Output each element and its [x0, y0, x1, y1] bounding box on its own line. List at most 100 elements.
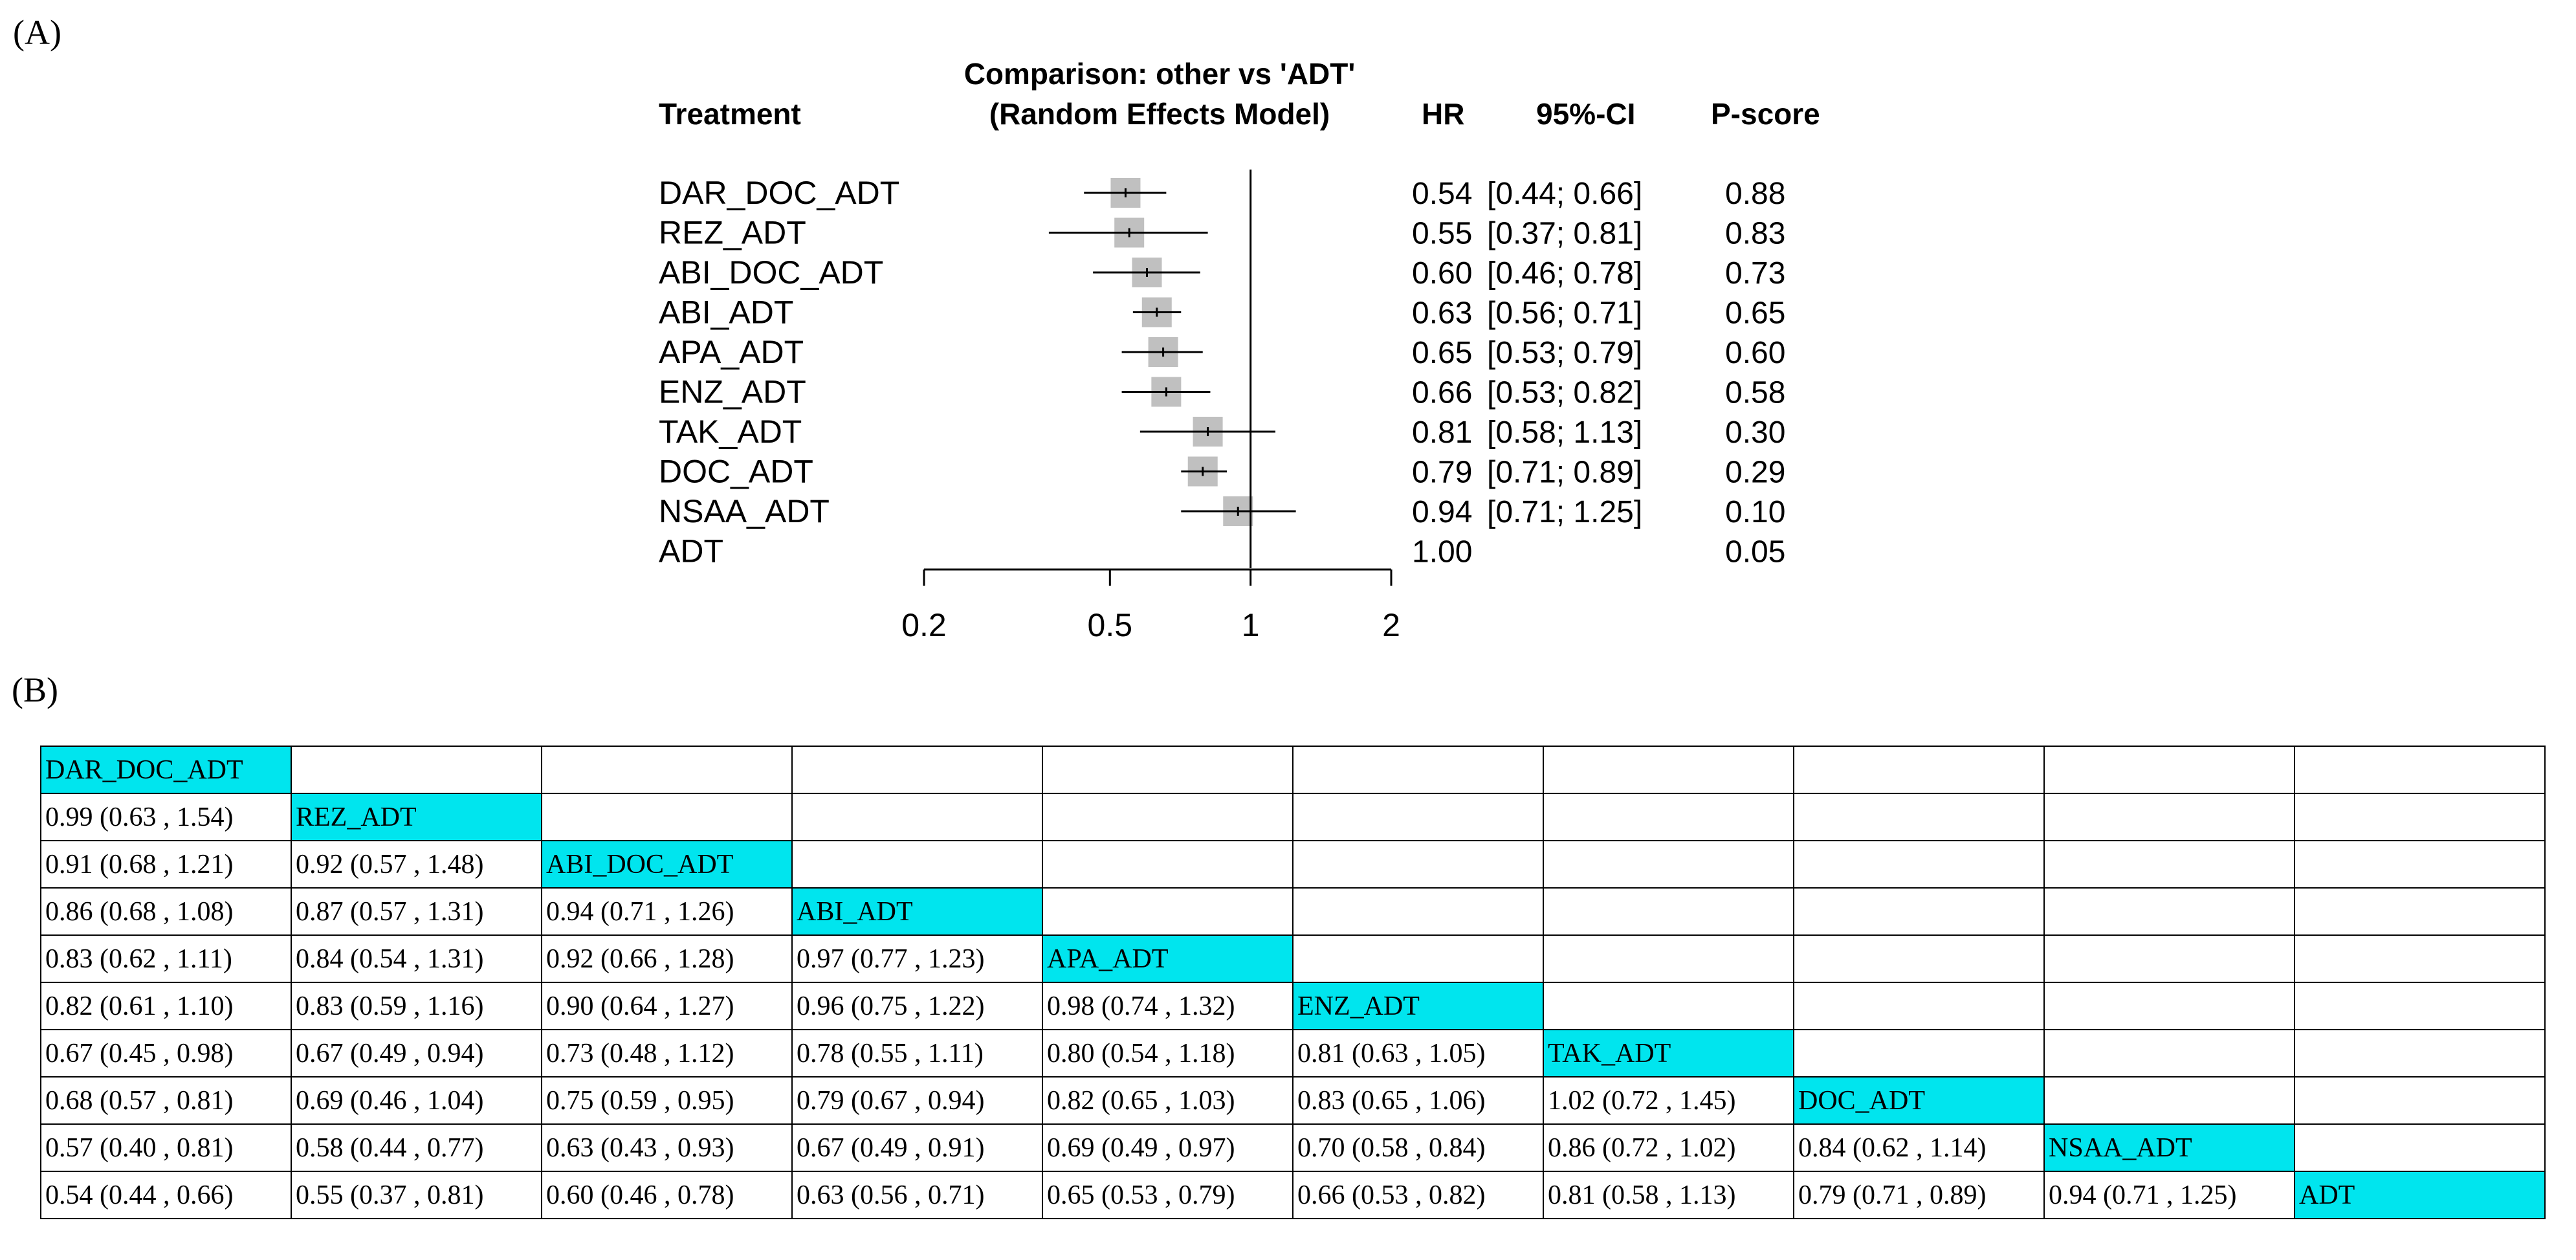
league-cell	[791, 840, 1043, 889]
forest-row: ENZ_ADT 0.66 [0.53; 0.82] 0.58	[659, 374, 1785, 410]
league-cell: 0.67 (0.49 , 0.94)	[291, 1029, 542, 1078]
league-treatment-cell: TAK_ADT	[1543, 1029, 1794, 1078]
treatment-label: ABI_DOC_ADT	[659, 254, 883, 291]
league-cell	[1292, 887, 1544, 936]
league-cell: 0.67 (0.49 , 0.91)	[791, 1123, 1043, 1172]
league-row: 0.57 (0.40 , 0.81) 0.58 (0.44 , 0.77) 0.63…	[40, 1123, 2546, 1172]
league-cell: 0.55 (0.37 , 0.81)	[291, 1171, 542, 1219]
forest-row: ABI_DOC_ADT 0.60 [0.46; 0.78] 0.73	[659, 254, 1785, 291]
forest-rows: DAR_DOC_ADT 0.54 [0.44; 0.66] 0.88 REZ_ADT 0.…	[659, 175, 1785, 569]
league-row: 0.83 (0.62 , 1.11) 0.84 (0.54 , 1.31) 0.92…	[40, 934, 2546, 983]
treatment-label: NSAA_ADT	[659, 493, 830, 529]
pscore-value: 0.65	[1725, 296, 1785, 331]
league-cell	[291, 746, 542, 794]
league-cell	[1543, 840, 1794, 889]
ci-value: [0.56; 0.71]	[1487, 296, 1642, 331]
league-cell: 0.63 (0.43 , 0.93)	[541, 1123, 793, 1172]
header-pscore: P-score	[1711, 97, 1820, 131]
panel-b-label: (B)	[12, 670, 58, 709]
league-cell	[1543, 982, 1794, 1030]
league-cell	[1543, 934, 1794, 983]
league-cell	[2043, 887, 2295, 936]
pscore-value: 0.60	[1725, 336, 1785, 370]
forest-row: APA_ADT 0.65 [0.53; 0.79] 0.60	[659, 334, 1785, 370]
league-cell	[1042, 793, 1294, 841]
league-cell	[2043, 982, 2295, 1030]
league-cell	[2294, 1076, 2546, 1125]
league-cell	[2294, 840, 2546, 889]
league-cell: 0.63 (0.56 , 0.71)	[791, 1171, 1043, 1219]
league-treatment-cell: ENZ_ADT	[1292, 982, 1544, 1030]
league-cell	[1793, 1029, 2045, 1078]
league-treatment-cell: DOC_ADT	[1793, 1076, 2045, 1125]
league-cell: 0.75 (0.59 , 0.95)	[541, 1076, 793, 1125]
pscore-value: 0.73	[1725, 256, 1785, 291]
league-row: 0.91 (0.68 , 1.21) 0.92 (0.57 , 1.48) ABI_…	[40, 840, 2546, 889]
league-cell: 0.92 (0.66 , 1.28)	[541, 934, 793, 983]
forest-title-line2: (Random Effects Model)	[989, 97, 1330, 131]
treatment-label: REZ_ADT	[659, 215, 806, 251]
league-cell: 0.69 (0.49 , 0.97)	[1042, 1123, 1294, 1172]
forest-plot: (A) Comparison: other vs 'ADT' (Random E…	[13, 13, 1820, 643]
league-cell	[1793, 746, 2045, 794]
x-tick-label: 2	[1382, 607, 1400, 643]
pscore-value: 0.88	[1725, 177, 1785, 211]
treatment-label: DOC_ADT	[659, 454, 813, 490]
league-cell	[541, 746, 793, 794]
league-row: 0.68 (0.57 , 0.81) 0.69 (0.46 , 1.04) 0.75…	[40, 1076, 2546, 1125]
league-cell: 0.98 (0.74 , 1.32)	[1042, 982, 1294, 1030]
ci-value: [0.46; 0.78]	[1487, 256, 1642, 291]
league-row: 0.67 (0.45 , 0.98) 0.67 (0.49 , 0.94) 0.73…	[40, 1029, 2546, 1078]
league-cell	[1292, 840, 1544, 889]
league-cell	[2043, 746, 2295, 794]
hr-value: 0.66	[1412, 376, 1472, 410]
league-cell	[2294, 746, 2546, 794]
hr-value: 0.63	[1412, 296, 1472, 331]
league-cell	[2043, 934, 2295, 983]
treatment-label: DAR_DOC_ADT	[659, 175, 899, 211]
forest-row: NSAA_ADT 0.94 [0.71; 1.25] 0.10	[659, 493, 1785, 529]
pscore-value: 0.29	[1725, 456, 1785, 490]
league-row: 0.99 (0.63 , 1.54) REZ_ADT	[40, 793, 2546, 841]
treatment-label: APA_ADT	[659, 334, 804, 370]
hr-value: 0.60	[1412, 256, 1472, 291]
league-cell: 0.86 (0.72 , 1.02)	[1543, 1123, 1794, 1172]
league-cell: 0.80 (0.54 , 1.18)	[1042, 1029, 1294, 1078]
league-cell	[1543, 746, 1794, 794]
league-treatment-cell: ABI_ADT	[791, 887, 1043, 936]
league-treatment-cell: APA_ADT	[1042, 934, 1294, 983]
league-row: 0.86 (0.68 , 1.08) 0.87 (0.57 , 1.31) 0.94…	[40, 887, 2546, 936]
league-cell	[1793, 887, 2045, 936]
ci-value: [0.37; 0.81]	[1487, 217, 1642, 251]
league-cell	[791, 793, 1043, 841]
x-axis: 0.2 0.5 1 2	[901, 170, 1400, 643]
league-cell: 0.66 (0.53 , 0.82)	[1292, 1171, 1544, 1219]
league-cell: 0.68 (0.57 , 0.81)	[40, 1076, 292, 1125]
ci-value: [0.71; 0.89]	[1487, 456, 1642, 490]
league-cell: 0.94 (0.71 , 1.25)	[2043, 1171, 2295, 1219]
league-cell	[1292, 934, 1544, 983]
treatment-label: TAK_ADT	[659, 414, 802, 450]
league-cell	[1793, 840, 2045, 889]
league-treatment-cell: NSAA_ADT	[2043, 1123, 2295, 1172]
league-cell: 0.57 (0.40 , 0.81)	[40, 1123, 292, 1172]
league-treatment-cell: ABI_DOC_ADT	[541, 840, 793, 889]
hr-value: 0.79	[1412, 456, 1472, 490]
league-cell	[2043, 1029, 2295, 1078]
league-cell: 0.94 (0.71 , 1.26)	[541, 887, 793, 936]
league-cell: 0.83 (0.59 , 1.16)	[291, 982, 542, 1030]
league-treatment-cell: ADT	[2294, 1171, 2546, 1219]
hr-value: 0.54	[1412, 177, 1472, 211]
league-cell: 0.78 (0.55 , 1.11)	[791, 1029, 1043, 1078]
ci-value: [0.44; 0.66]	[1487, 177, 1642, 211]
league-cell: 0.79 (0.71 , 0.89)	[1793, 1171, 2045, 1219]
forest-row: ADT 1.00 0.05	[659, 533, 1785, 569]
league-cell	[1793, 982, 2045, 1030]
league-cell	[1292, 746, 1544, 794]
league-cell	[1793, 934, 2045, 983]
league-cell: 0.79 (0.67 , 0.94)	[791, 1076, 1043, 1125]
league-cell: 0.84 (0.62 , 1.14)	[1793, 1123, 2045, 1172]
league-cell: 0.83 (0.65 , 1.06)	[1292, 1076, 1544, 1125]
league-cell	[2043, 793, 2295, 841]
forest-row: REZ_ADT 0.55 [0.37; 0.81] 0.83	[659, 215, 1785, 251]
